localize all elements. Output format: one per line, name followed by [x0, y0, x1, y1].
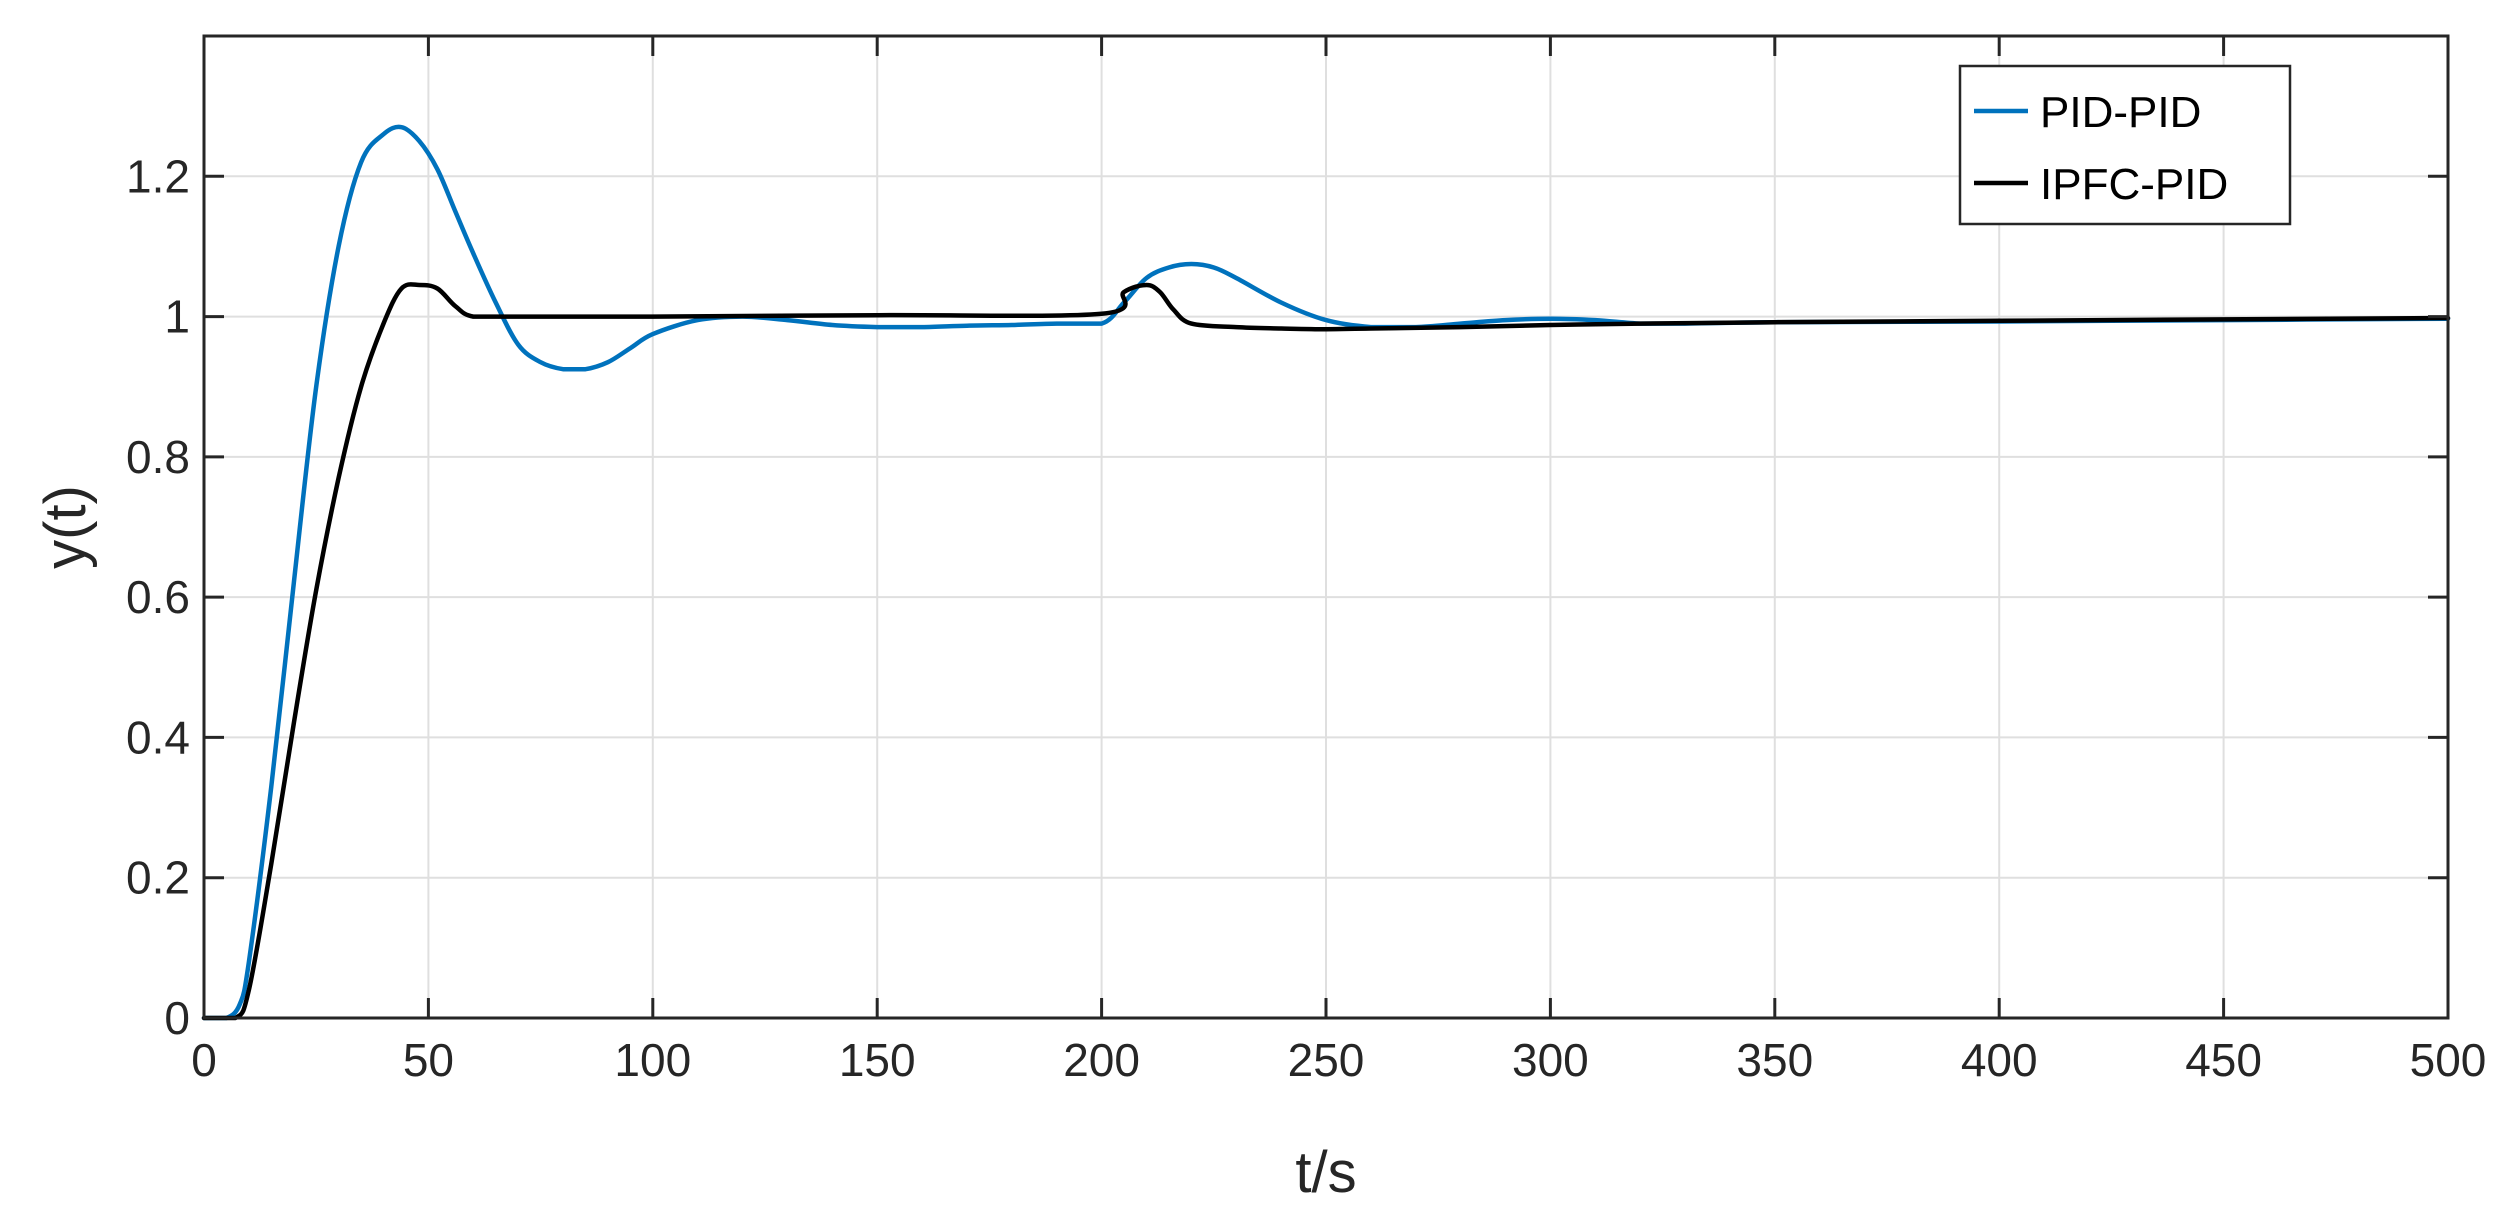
x-tick-label: 350: [1736, 1034, 1813, 1086]
y-tick-label: 0.8: [126, 431, 190, 483]
y-tick-label: 0.6: [126, 571, 190, 623]
x-tick-label: 400: [1961, 1034, 2038, 1086]
legend-box: [1958, 64, 2292, 226]
x-axis-label: t/s: [1295, 1140, 1356, 1205]
legend-label-ipfc-pid: IPFC-PID: [2040, 160, 2228, 209]
tick-marks: [202, 36, 2450, 1020]
x-tick-label: 300: [1512, 1034, 1589, 1086]
x-tick-label: 50: [403, 1034, 454, 1086]
y-tick-label: 0: [164, 992, 190, 1044]
series-line-ipfc-pid: [201, 282, 2451, 1021]
y-tick-label: 0.4: [126, 711, 190, 763]
series-line-pid-pid: [201, 124, 2451, 1021]
y-tick-label: 0.2: [126, 852, 190, 904]
x-tick-label: 500: [2410, 1034, 2487, 1086]
x-tick-label: 150: [839, 1034, 916, 1086]
legend-label-pid-pid: PID-PID: [2040, 88, 2201, 137]
y-tick-label: 1: [164, 291, 190, 343]
x-tick-label: 0: [191, 1034, 217, 1086]
series-layer: [201, 124, 2451, 1021]
x-tick-labels: 0 50 100 150 200 250 300 350 400 450 500: [191, 1034, 2486, 1086]
y-tick-labels: 0 0.2 0.4 0.6 0.8 1 1.2: [126, 150, 190, 1044]
legend: PID-PID IPFC-PID: [1958, 64, 2292, 226]
x-tick-label: 100: [614, 1034, 691, 1086]
x-tick-label: 200: [1063, 1034, 1140, 1086]
x-tick-label: 450: [2185, 1034, 2262, 1086]
y-tick-label: 1.2: [126, 150, 190, 202]
y-axis-label: y(t): [33, 485, 98, 569]
x-tick-label: 250: [1288, 1034, 1365, 1086]
